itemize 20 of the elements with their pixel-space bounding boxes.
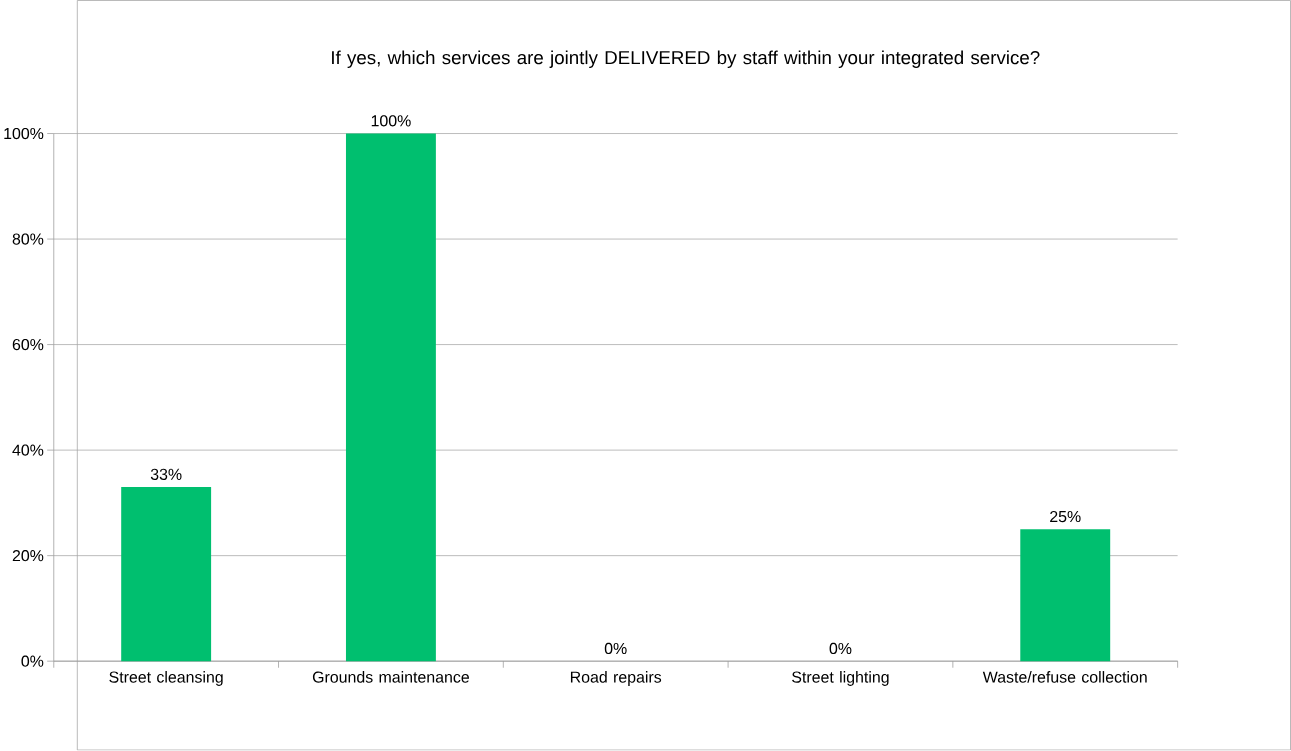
y-tick-label: 40% [12, 444, 44, 456]
x-tick-label: Waste/refuse collection [982, 671, 1147, 683]
data-label: 25% [1050, 511, 1081, 523]
data-label: 100% [371, 115, 411, 127]
y-tick-label: 80% [12, 233, 44, 245]
x-tick-label: Street cleansing [109, 671, 223, 687]
y-tick-label: 20% [12, 550, 44, 562]
y-tick-label: 100% [4, 128, 44, 140]
x-tick-label: Road repairs [570, 671, 662, 687]
bar [1020, 529, 1111, 662]
data-label: 0% [604, 643, 627, 655]
y-tick-label: 0% [21, 655, 44, 668]
bar [345, 133, 436, 662]
x-tick-label: Street lighting [792, 671, 889, 687]
data-label: 33% [150, 468, 182, 481]
x-tick-label: Grounds maintenance [312, 671, 469, 683]
data-label: 0% [829, 643, 852, 655]
chart-title: If yes, which services are jointly DELIVERED by staff within your integrated service? [332, 50, 1040, 69]
y-tick-label: 60% [12, 339, 44, 351]
bar [121, 487, 212, 662]
